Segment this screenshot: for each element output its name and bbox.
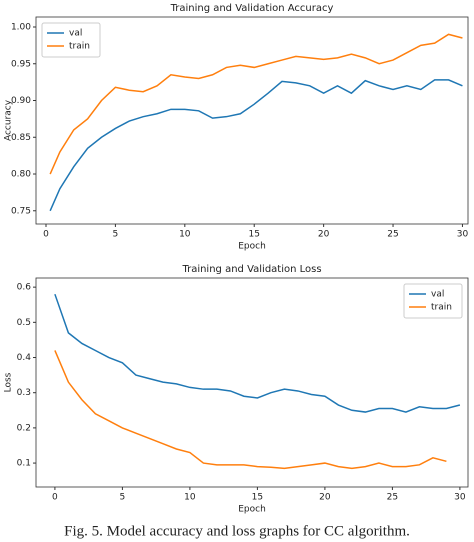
y-tick-label: 0.5 xyxy=(17,318,31,328)
x-tick-label: 10 xyxy=(184,493,196,503)
plot-frame xyxy=(35,277,469,488)
y-tick-label: 0.4 xyxy=(17,353,32,363)
legend-box xyxy=(403,283,463,319)
plot-frame xyxy=(35,16,469,225)
series-line xyxy=(49,79,463,212)
x-tick-label: 15 xyxy=(252,493,263,503)
y-tick-label: 0.2 xyxy=(17,423,31,433)
caption: Fig. 5. Model accuracy and loss graphs f… xyxy=(64,523,410,539)
y-tick-label: 0.6 xyxy=(17,283,32,293)
x-tick-label: 0 xyxy=(43,230,49,240)
x-tick-label: 25 xyxy=(387,230,398,240)
y-axis-label: Loss xyxy=(4,372,14,392)
legend-label: train xyxy=(69,42,90,52)
y-tick-label: 0.3 xyxy=(17,388,31,398)
y-tick-label: 1.00 xyxy=(11,22,31,32)
x-tick-label: 25 xyxy=(387,493,398,503)
y-tick-label: 0.95 xyxy=(11,59,31,69)
x-axis-label: Epoch xyxy=(238,242,266,252)
x-tick-label: 5 xyxy=(113,230,119,240)
x-tick-label: 20 xyxy=(318,230,330,240)
x-tick-label: 5 xyxy=(120,493,126,503)
x-axis-label: Epoch xyxy=(238,505,266,515)
series-line xyxy=(54,293,461,413)
x-tick-label: 0 xyxy=(52,493,58,503)
series-line xyxy=(54,350,447,470)
y-axis-label: Accuracy xyxy=(4,99,14,141)
y-tick-label: 0.85 xyxy=(11,133,31,143)
chart-title: Training and Validation Loss xyxy=(181,264,321,275)
x-tick-label: 10 xyxy=(179,230,191,240)
legend-label: train xyxy=(431,303,452,313)
x-tick-label: 15 xyxy=(248,230,259,240)
y-tick-label: 0.1 xyxy=(17,459,31,469)
x-tick-label: 20 xyxy=(319,493,331,503)
y-tick-label: 0.75 xyxy=(11,206,31,216)
chart-title: Training and Validation Accuracy xyxy=(170,3,334,14)
legend-label: val xyxy=(431,290,444,300)
y-tick-label: 0.90 xyxy=(11,96,31,106)
x-tick-label: 30 xyxy=(454,493,466,503)
x-tick-label: 30 xyxy=(457,230,469,240)
y-tick-label: 0.80 xyxy=(11,170,31,180)
legend-label: val xyxy=(69,29,82,39)
series-line xyxy=(49,33,463,175)
legend-box xyxy=(41,22,101,58)
